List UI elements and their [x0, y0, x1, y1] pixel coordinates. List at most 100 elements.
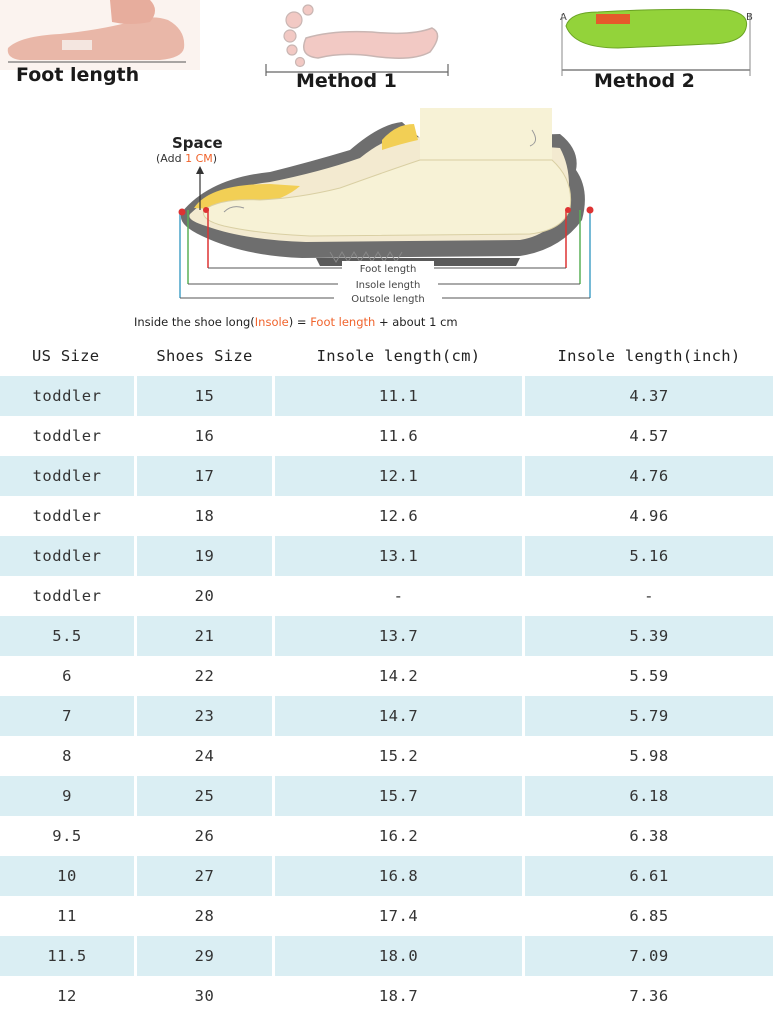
measurement-methods: Foot length Method 1 A B Method 2 — [0, 0, 773, 100]
us-size-cell: toddler — [32, 427, 102, 445]
insole-cm-cell: 18.0 — [275, 936, 522, 976]
table-row: 11.5 29 18.0 7.09 — [0, 936, 773, 976]
insole-cm-cell: 17.4 — [378, 907, 419, 925]
outsole-length-line-label: Outsole length — [351, 294, 424, 305]
table-header-row: US Size Shoes Size Insole length(cm) Ins… — [0, 336, 773, 376]
foot — [202, 159, 572, 237]
insole-cm-cell: 15.2 — [378, 747, 419, 765]
us-size-cell: 9.5 — [52, 827, 82, 845]
insole-cm-cell: 12.6 — [378, 507, 419, 525]
method-2-label: Method 2 — [594, 70, 695, 92]
insole-inch-cell: 4.57 — [629, 427, 669, 445]
header-us-size: US Size — [32, 347, 100, 365]
table-row: toddler 16 11.6 4.57 — [0, 416, 773, 456]
shoes-size-cell: 16 — [194, 427, 215, 445]
header-insole-inch: Insole length(inch) — [557, 347, 741, 365]
shoes-size-cell: 19 — [137, 536, 272, 576]
foot-length-method: Foot length — [0, 0, 200, 100]
foot-length-label: Foot length — [16, 64, 140, 86]
table-row: toddler 17 12.1 4.76 — [0, 456, 773, 496]
us-size-cell: 10 — [0, 856, 134, 896]
shoes-size-cell: 17 — [137, 456, 272, 496]
insole-inch-cell: 4.96 — [629, 507, 669, 525]
insole-cm-cell: 13.1 — [275, 536, 522, 576]
insole-cm-cell: 14.2 — [378, 667, 419, 685]
shoes-size-cell: 26 — [194, 827, 215, 845]
table-row: 7 23 14.7 5.79 — [0, 696, 773, 736]
us-size-cell: toddler — [32, 587, 102, 605]
shoes-size-cell: 28 — [194, 907, 215, 925]
size-chart-table: US Size Shoes Size Insole length(cm) Ins… — [0, 336, 773, 1016]
insole-cm-cell: 15.7 — [275, 776, 522, 816]
insole-inch-cell: 5.59 — [629, 667, 669, 685]
us-size-cell: 7 — [0, 696, 134, 736]
table-row: 9.5 26 16.2 6.38 — [0, 816, 773, 856]
shoe-fit-diagram: Space (Add 1 CM) Foot length Insole leng… — [134, 108, 594, 329]
foot-length-line-label: Foot length — [360, 264, 417, 275]
shoes-size-cell: 20 — [194, 587, 215, 605]
insole-inch-cell: 5.39 — [525, 616, 773, 656]
insole-inch-cell: 5.79 — [525, 696, 773, 736]
shoes-size-cell: 24 — [194, 747, 215, 765]
insole-inch-cell: 5.16 — [525, 536, 773, 576]
shoes-size-cell: 29 — [137, 936, 272, 976]
us-size-cell: 8 — [62, 747, 72, 765]
method-1: Method 1 — [262, 0, 452, 100]
us-size-cell: 6 — [62, 667, 72, 685]
fit-caption: Inside the shoe long(Insole) = Foot leng… — [134, 315, 458, 329]
insole-length-line-label: Insole length — [356, 280, 421, 291]
shoes-size-cell: 22 — [194, 667, 215, 685]
table-row: 11 28 17.4 6.85 — [0, 896, 773, 936]
us-size-cell: 5.5 — [0, 616, 134, 656]
collar-padding — [382, 124, 418, 150]
shoes-size-cell: 23 — [137, 696, 272, 736]
insole-cm-cell: 11.1 — [275, 376, 522, 416]
us-size-cell: toddler — [32, 507, 102, 525]
us-size-cell: 11 — [57, 907, 77, 925]
table-row: 8 24 15.2 5.98 — [0, 736, 773, 776]
table-body: toddler 15 11.1 4.37 toddler 16 11.6 4.57 toddle… — [0, 376, 773, 1016]
insole-end-a: A — [560, 12, 567, 23]
insole-cm-cell: 14.7 — [275, 696, 522, 736]
add-space-note: (Add 1 CM) — [156, 152, 217, 165]
insole-inch-cell: 5.98 — [629, 747, 669, 765]
insole-inch-cell: 6.38 — [629, 827, 669, 845]
insole-inch-cell: 7.09 — [525, 936, 773, 976]
method-1-label: Method 1 — [296, 70, 397, 92]
table-row: 5.5 21 13.7 5.39 — [0, 616, 773, 656]
insole-inch-cell: 4.37 — [525, 376, 773, 416]
us-size-cell: toddler — [0, 536, 134, 576]
method-2: A B Method 2 — [558, 0, 758, 100]
shoes-size-cell: 25 — [137, 776, 272, 816]
shoes-size-cell: 15 — [137, 376, 272, 416]
insole-inch-cell: 6.18 — [525, 776, 773, 816]
table-row: toddler 15 11.1 4.37 — [0, 376, 773, 416]
insole-cm-cell: - — [393, 587, 404, 605]
insole-inch-cell: 7.36 — [629, 987, 669, 1005]
table-row: toddler 18 12.6 4.96 — [0, 496, 773, 536]
shoes-size-cell: 30 — [194, 987, 215, 1005]
header-insole-cm: Insole length(cm) — [316, 347, 481, 365]
insole-cm-cell: 12.1 — [275, 456, 522, 496]
us-size-cell: 11.5 — [0, 936, 134, 976]
table-row: 10 27 16.8 6.61 — [0, 856, 773, 896]
insole-inch-cell: 6.85 — [629, 907, 669, 925]
table-row: 6 22 14.2 5.59 — [0, 656, 773, 696]
insole-cm-cell: 13.7 — [275, 616, 522, 656]
us-size-cell: toddler — [0, 456, 134, 496]
shoes-size-cell: 21 — [137, 616, 272, 656]
insole-inch-cell: 4.76 — [525, 456, 773, 496]
shoes-size-cell: 27 — [137, 856, 272, 896]
insole-inch-cell: 6.61 — [525, 856, 773, 896]
table-row: toddler 20 - - — [0, 576, 773, 616]
us-size-cell: 9 — [0, 776, 134, 816]
space-label: Space — [172, 134, 223, 152]
insole-image: A B — [560, 8, 753, 76]
table-row: 9 25 15.7 6.18 — [0, 776, 773, 816]
header-shoes-size: Shoes Size — [156, 347, 253, 365]
insole-cm-cell: 16.2 — [378, 827, 419, 845]
shoes-size-cell: 18 — [194, 507, 215, 525]
insole-cm-cell: 11.6 — [378, 427, 419, 445]
foot-side-image — [0, 0, 200, 70]
table-row: 12 30 18.7 7.36 — [0, 976, 773, 1016]
